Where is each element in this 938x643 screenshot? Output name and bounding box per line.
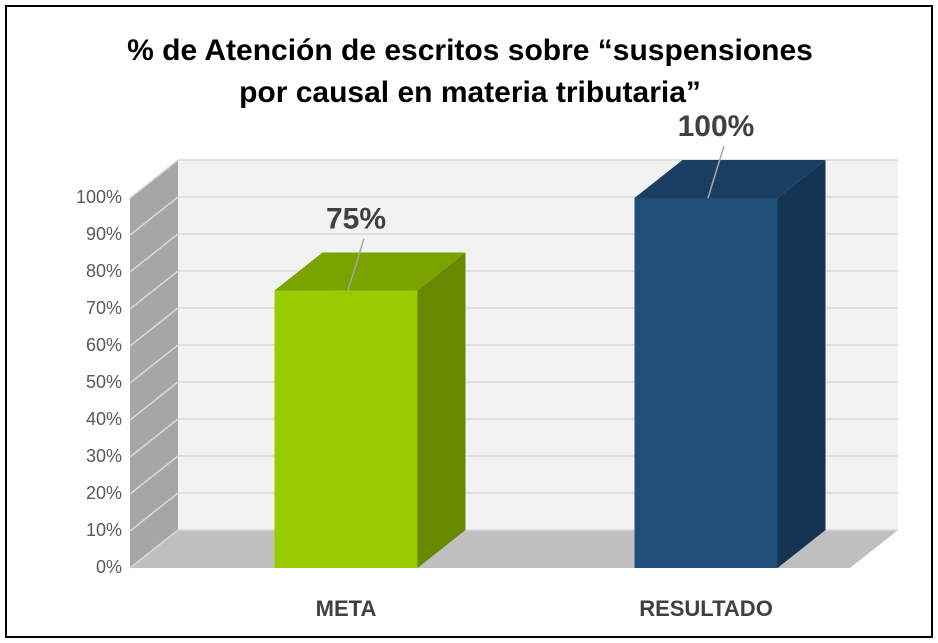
x-tick-label: RESULTADO: [639, 596, 773, 621]
y-tick-label: 30%: [86, 446, 122, 466]
bar-top: [634, 160, 826, 198]
grid-line: [129, 492, 179, 532]
y-tick-label: 80%: [86, 261, 122, 281]
leader-line: [347, 238, 365, 291]
y-tick-label: 50%: [86, 372, 122, 392]
grid-line: [129, 307, 179, 347]
y-tick-label: 90%: [86, 224, 122, 244]
grid-line: [129, 455, 179, 495]
grid-line: [129, 233, 179, 273]
value-label: 75%: [326, 202, 386, 235]
grid-line: [129, 529, 179, 569]
x-tick-label: META: [316, 596, 377, 621]
chart-title: % de Atención de escritos sobre “suspens…: [127, 34, 813, 109]
value-label: 100%: [678, 110, 755, 143]
leader-line: [707, 145, 725, 199]
y-tick-label: 10%: [86, 520, 122, 540]
bar: [634, 198, 778, 568]
bar-side: [417, 252, 466, 568]
y-tick-label: 100%: [76, 187, 122, 207]
y-tick-label: 0%: [96, 557, 122, 577]
grid-line: [129, 196, 179, 236]
bar-top: [274, 252, 466, 291]
y-tick-label: 40%: [86, 409, 122, 429]
bar-side: [777, 160, 826, 568]
grid-line: [129, 270, 179, 310]
chart-frame: [5, 5, 933, 638]
grid-line: [129, 418, 179, 458]
y-tick-label: 70%: [86, 298, 122, 318]
y-tick-label: 60%: [86, 335, 122, 355]
y-tick-label: 20%: [86, 483, 122, 503]
bar: [274, 290, 418, 568]
grid-line: [129, 159, 179, 199]
grid-line: [129, 344, 179, 384]
grid-line: [129, 381, 179, 421]
